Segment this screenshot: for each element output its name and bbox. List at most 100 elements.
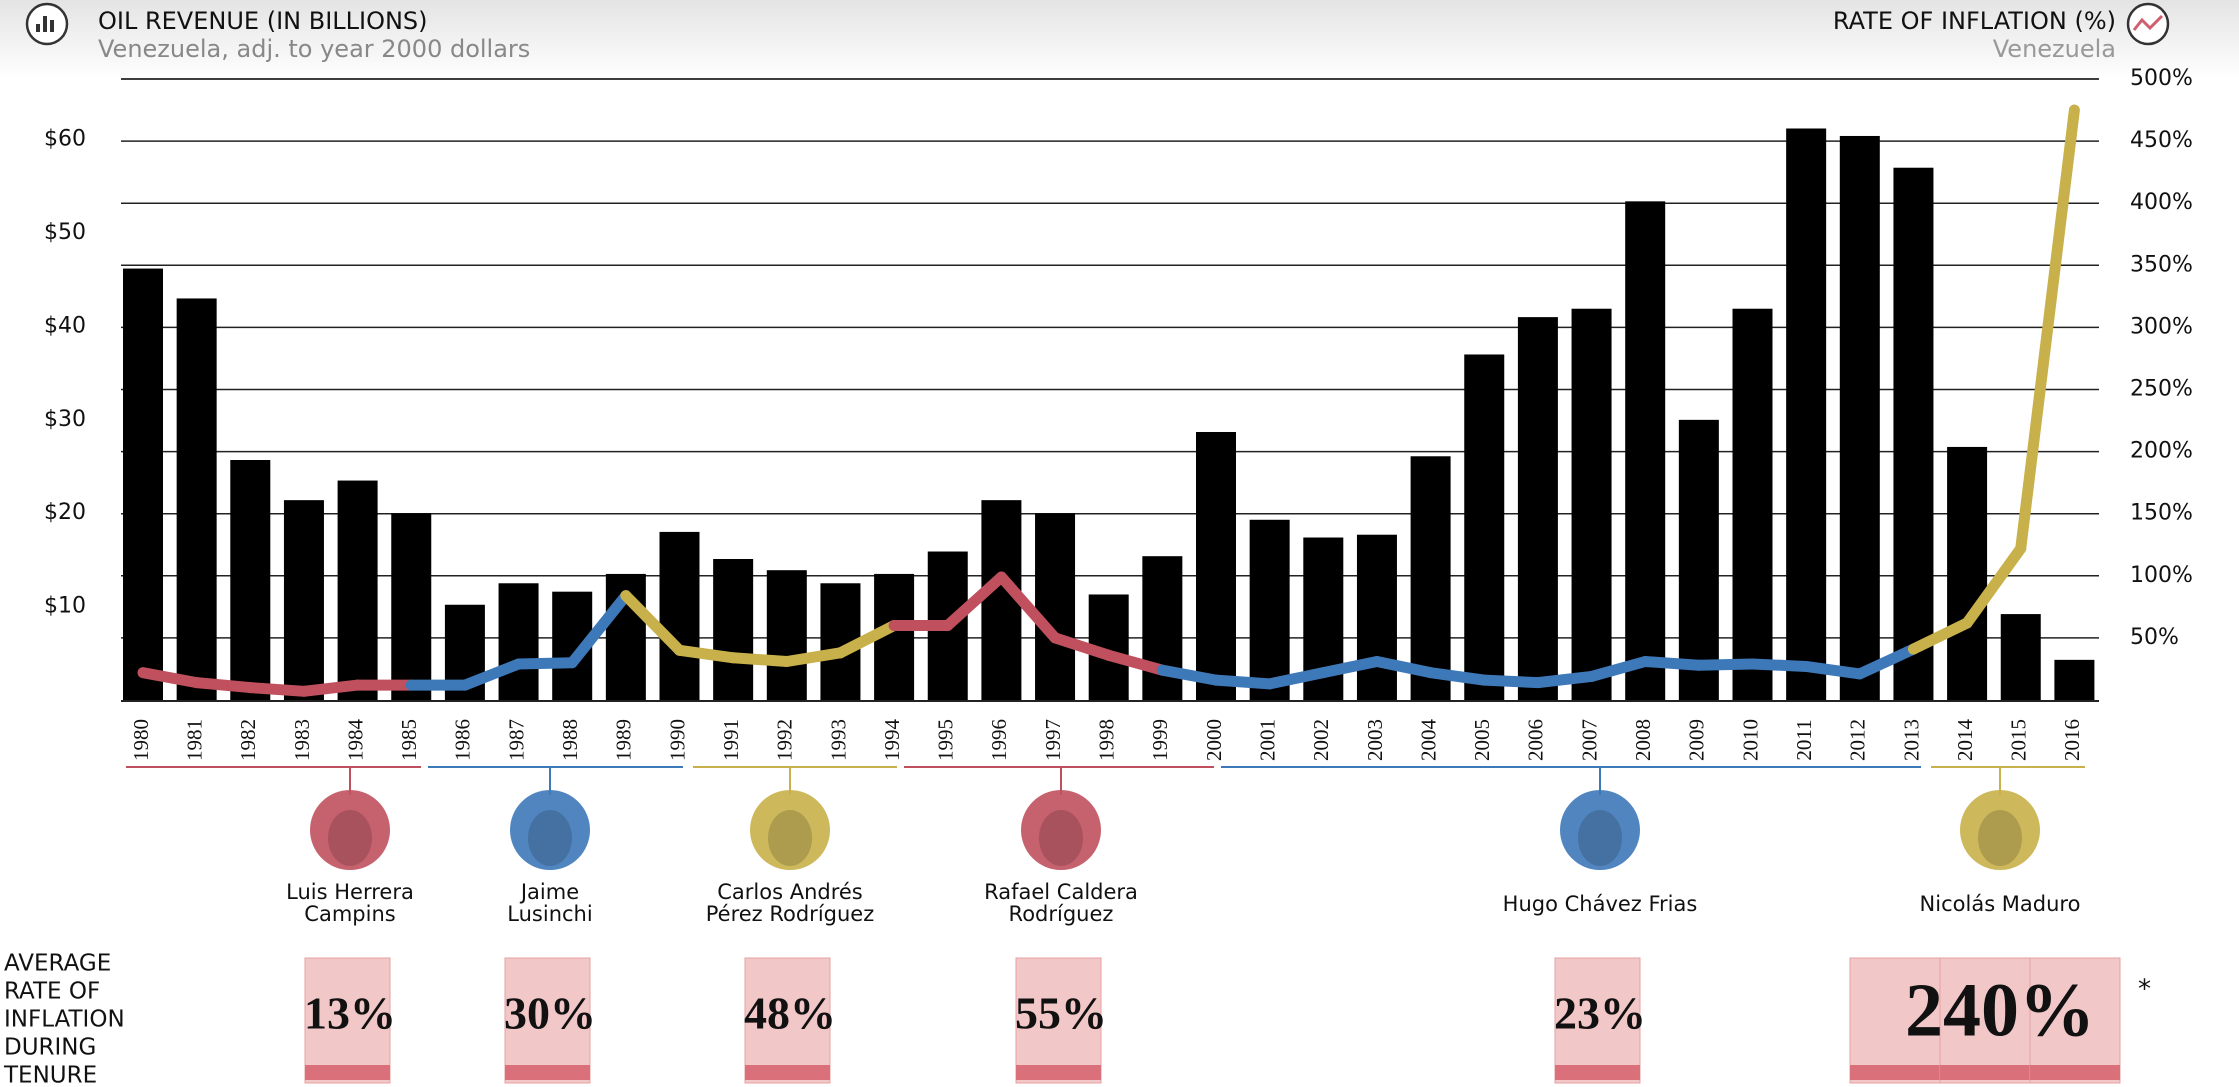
inflation-segment <box>1210 674 1276 690</box>
y2-tick-label: 500% <box>2130 66 2193 91</box>
x-tick-label: 1982 <box>236 719 260 761</box>
x-tick-label: 1998 <box>1095 719 1119 761</box>
inflation-segment <box>620 590 685 656</box>
inflation-segment <box>1907 617 1973 655</box>
inflation-segment <box>513 657 578 670</box>
inflation-segment <box>727 652 793 667</box>
x-tick-label: 2007 <box>1577 719 1601 761</box>
bar <box>176 298 217 700</box>
average-inflation: 55% <box>1015 988 1107 1039</box>
inflation-segment <box>942 571 1007 631</box>
inflation-segment <box>1264 667 1329 690</box>
x-tick-label: 1980 <box>129 719 153 761</box>
bar <box>1035 513 1076 700</box>
x-tick-label: 2003 <box>1363 719 1387 761</box>
bar <box>1142 556 1183 700</box>
bar <box>230 460 271 700</box>
y2-tick-label: 300% <box>2130 314 2193 339</box>
x-tick-label: 1992 <box>773 719 797 761</box>
x-tick-label: 1983 <box>290 719 314 761</box>
inflation-segment <box>1371 655 1437 679</box>
x-tick-label: 1988 <box>558 719 582 761</box>
banknote <box>1015 957 1102 1084</box>
average-inflation: 48% <box>744 988 836 1039</box>
banknote-band <box>745 1065 830 1080</box>
y2-title: RATE OF INFLATION (%) <box>1833 7 2116 35</box>
average-label-line: TENURE <box>3 1063 97 1087</box>
average-inflation: 23% <box>1554 988 1646 1039</box>
portrait <box>310 790 390 870</box>
x-tick-label: 1997 <box>1041 719 1065 761</box>
x-tick-label: 2001 <box>1255 719 1279 761</box>
average-label-line: AVERAGE <box>4 951 111 977</box>
x-tick-label: 2015 <box>2007 719 2031 761</box>
bar <box>283 500 324 700</box>
y2-tick-label: 50% <box>2130 625 2179 650</box>
portrait-face <box>1978 810 2022 866</box>
inflation-segment <box>1049 632 1115 661</box>
inflation-segment <box>1961 542 2027 629</box>
bar <box>123 268 163 700</box>
inflation-segment <box>1639 655 1705 671</box>
banknote-band <box>505 1065 590 1080</box>
average-inflation: 30% <box>504 988 596 1039</box>
banknote-band <box>1940 1065 2030 1080</box>
x-tick-label: 2013 <box>1899 719 1923 761</box>
banknote <box>504 957 591 1084</box>
y2-tick-label: 150% <box>2130 501 2193 526</box>
bar <box>1947 446 1988 700</box>
y2-tick-label: 400% <box>2130 190 2193 215</box>
x-tick-label: 1981 <box>182 719 206 761</box>
inflation-segment <box>1854 643 1919 680</box>
portrait-face <box>1039 810 1083 866</box>
bar <box>713 558 754 700</box>
bar-icon-glyph <box>36 16 54 32</box>
president-name: Campins <box>304 902 395 926</box>
y-tick-label: $60 <box>44 127 86 152</box>
x-tick-label: 1991 <box>719 719 743 761</box>
y-tick-label: $20 <box>44 500 86 525</box>
x-tick-label: 1984 <box>343 719 367 762</box>
inflation-segment <box>1156 664 1222 686</box>
x-tick-label: 1989 <box>612 719 636 761</box>
x-tick-label: 1990 <box>665 719 689 761</box>
inflation-segment <box>191 677 256 694</box>
portrait-face <box>1578 810 1622 866</box>
banknote-band <box>1016 1065 1101 1080</box>
president-name: Pérez Rodríguez <box>706 902 875 926</box>
banknote <box>1554 957 1641 1084</box>
bar <box>1732 308 1773 700</box>
bar <box>1678 419 1719 700</box>
average-inflation: 240% <box>1905 968 2095 1052</box>
bar <box>1464 354 1505 700</box>
banknote-band <box>1850 1065 1940 1080</box>
y2-tick-label: 100% <box>2130 563 2193 588</box>
bar <box>1196 431 1236 700</box>
inflation-segment <box>1693 658 1758 671</box>
x-tick-label: 2000 <box>1202 719 1226 761</box>
bar <box>2054 659 2095 700</box>
x-tick-label: 2004 <box>1416 719 1440 762</box>
bar <box>1571 308 1612 700</box>
bar <box>498 583 539 700</box>
inflation-segment <box>1317 655 1383 679</box>
banknote <box>1849 957 1941 1084</box>
x-tick-label: 2011 <box>1792 719 1816 760</box>
banknote <box>744 957 831 1084</box>
banknote-band <box>1555 1065 1640 1080</box>
chart-subtitle: Venezuela, adj. to year 2000 dollars <box>98 35 530 63</box>
president-name: Lusinchi <box>507 902 592 926</box>
bar <box>391 513 432 700</box>
y-tick-label: $30 <box>44 407 86 432</box>
portrait <box>1021 790 1101 870</box>
x-tick-label: 2002 <box>1309 719 1333 761</box>
bar <box>1786 128 1827 701</box>
x-tick-label: 1995 <box>934 719 958 761</box>
inflation-segment <box>781 647 846 667</box>
bar <box>1839 135 1880 700</box>
inflation-segment <box>1532 670 1598 689</box>
portrait <box>750 790 830 870</box>
inflation-segment <box>298 679 364 697</box>
